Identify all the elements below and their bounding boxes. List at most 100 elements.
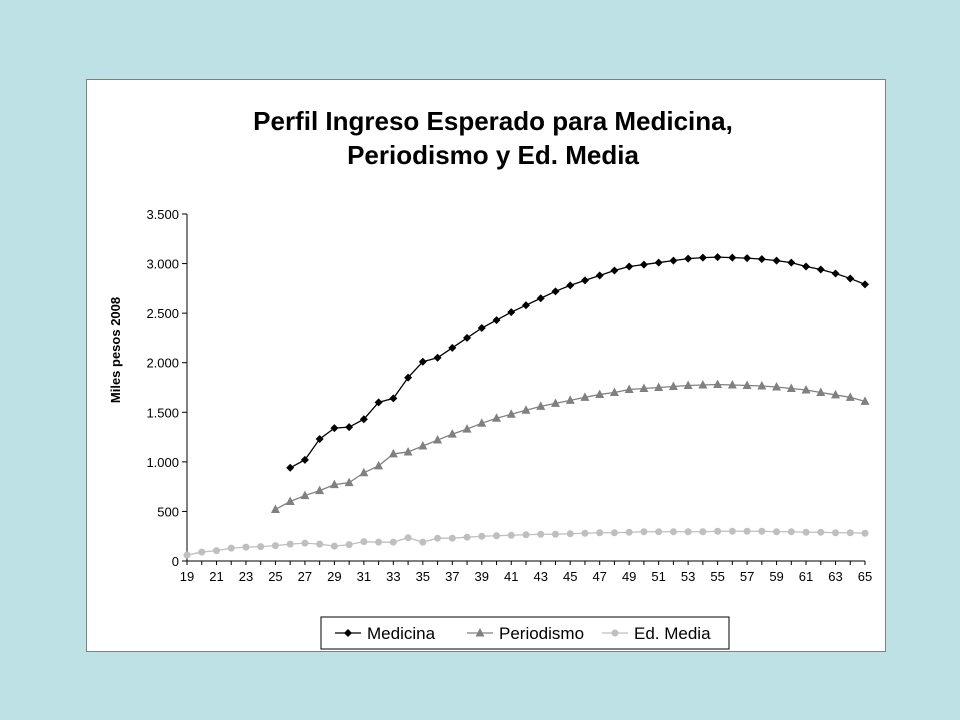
chart-title-line-1: Perfil Ingreso Esperado para Medicina, <box>253 106 733 136</box>
x-tick-label: 49 <box>622 569 636 584</box>
data-point-ed-media <box>817 528 825 536</box>
data-point-ed-media <box>610 529 618 537</box>
data-point-medicina <box>566 281 575 290</box>
data-point-periodismo <box>550 398 560 407</box>
data-point-medicina <box>492 316 501 325</box>
legend-item-medicina: Medicina <box>335 624 436 643</box>
data-point-ed-media <box>360 538 368 546</box>
x-tick-label: 33 <box>386 569 400 584</box>
data-point-medicina <box>315 435 324 444</box>
y-tick-label: 1.500 <box>146 405 179 420</box>
data-point-medicina <box>595 271 604 280</box>
data-point-ed-media <box>345 541 353 549</box>
data-point-periodismo <box>418 440 428 450</box>
data-point-ed-media <box>832 529 840 537</box>
data-point-ed-media <box>640 528 648 536</box>
chart-panel: Perfil Ingreso Esperado para Medicina, P… <box>86 79 886 652</box>
data-point-medicina <box>463 333 472 342</box>
y-axis-label: Miles pesos 2008 <box>108 297 123 403</box>
data-point-ed-media <box>419 538 427 546</box>
data-point-medicina <box>802 262 811 271</box>
data-point-periodismo <box>801 384 811 394</box>
data-point-medicina <box>610 266 619 275</box>
data-point-medicina <box>861 280 869 289</box>
data-point-periodismo <box>565 395 575 404</box>
data-point-ed-media <box>316 540 324 548</box>
data-point-periodismo <box>315 485 325 495</box>
data-point-medicina <box>404 373 413 382</box>
data-point-medicina <box>831 269 840 278</box>
data-point-ed-media <box>596 529 604 537</box>
data-point-ed-media <box>389 538 397 546</box>
data-point-medicina <box>846 274 855 283</box>
data-point-medicina <box>743 254 752 263</box>
data-point-medicina <box>654 258 663 267</box>
data-point-ed-media <box>537 530 545 538</box>
data-point-medicina <box>359 415 368 424</box>
x-tick-label: 29 <box>327 569 341 584</box>
data-point-medicina <box>345 423 354 432</box>
data-point-periodismo <box>624 384 634 393</box>
data-point-medicina <box>374 398 383 407</box>
data-point-ed-media <box>404 534 412 542</box>
y-tick-label: 2.000 <box>146 356 179 371</box>
data-point-periodismo <box>359 467 369 477</box>
data-point-periodismo <box>447 429 457 438</box>
data-point-medicina <box>698 253 707 262</box>
data-point-periodismo <box>270 504 280 513</box>
data-point-periodismo <box>786 383 796 392</box>
data-point-ed-media <box>566 530 574 538</box>
data-point-ed-media <box>478 532 486 540</box>
data-point-ed-media <box>198 548 206 556</box>
data-point-ed-media <box>802 528 810 536</box>
data-point-medicina <box>625 262 634 271</box>
data-point-medicina <box>684 254 693 263</box>
data-point-ed-media <box>301 539 309 547</box>
data-point-ed-media <box>286 540 294 548</box>
data-point-medicina <box>330 424 339 433</box>
data-point-periodismo <box>521 405 531 414</box>
data-point-ed-media <box>463 533 471 541</box>
x-tick-label: 51 <box>651 569 665 584</box>
data-point-medicina <box>286 463 295 472</box>
data-point-medicina <box>507 308 516 317</box>
data-point-medicina <box>536 294 545 303</box>
x-tick-label: 53 <box>681 569 695 584</box>
x-tick-label: 31 <box>357 569 371 584</box>
data-point-ed-media <box>375 538 383 546</box>
data-point-periodismo <box>388 448 398 458</box>
x-tick-label: 27 <box>298 569 312 584</box>
axes: 0 500 1.000 1.500 2.000 2.500 3.000 3.500 19 21 23… <box>146 207 872 584</box>
data-point-ed-media <box>743 527 751 535</box>
data-point-periodismo <box>506 409 516 418</box>
data-point-ed-media <box>758 527 766 535</box>
data-point-periodismo <box>344 477 354 487</box>
chart-title-line-2: Periodismo y Ed. Media <box>347 140 639 170</box>
x-tick-label: 41 <box>504 569 518 584</box>
data-point-periodismo <box>757 381 767 390</box>
x-tick-label: 43 <box>534 569 548 584</box>
x-tick-label: 21 <box>209 569 223 584</box>
data-point-periodismo <box>683 380 693 390</box>
legend-marker-ed-media <box>611 629 619 637</box>
data-point-periodismo <box>536 401 546 410</box>
data-point-periodismo <box>772 382 782 391</box>
data-point-periodismo <box>580 392 590 401</box>
data-point-periodismo <box>698 380 708 389</box>
data-point-ed-media <box>551 530 559 538</box>
data-point-medicina <box>448 343 457 352</box>
data-point-periodismo <box>285 496 295 506</box>
y-tick-label: 3.500 <box>146 207 179 222</box>
data-point-ed-media <box>242 543 250 551</box>
data-point-ed-media <box>714 527 722 535</box>
data-point-ed-media <box>507 531 515 539</box>
series-line-medicina <box>289 256 866 469</box>
legend-label-periodismo: Periodismo <box>499 624 584 643</box>
data-point-ed-media <box>728 527 736 535</box>
data-point-ed-media <box>522 531 530 539</box>
x-tick-label: 19 <box>180 569 194 584</box>
y-tick-label: 500 <box>157 504 179 519</box>
series-periodismo <box>270 379 870 513</box>
data-point-medicina <box>580 276 589 285</box>
data-point-ed-media <box>669 528 677 536</box>
